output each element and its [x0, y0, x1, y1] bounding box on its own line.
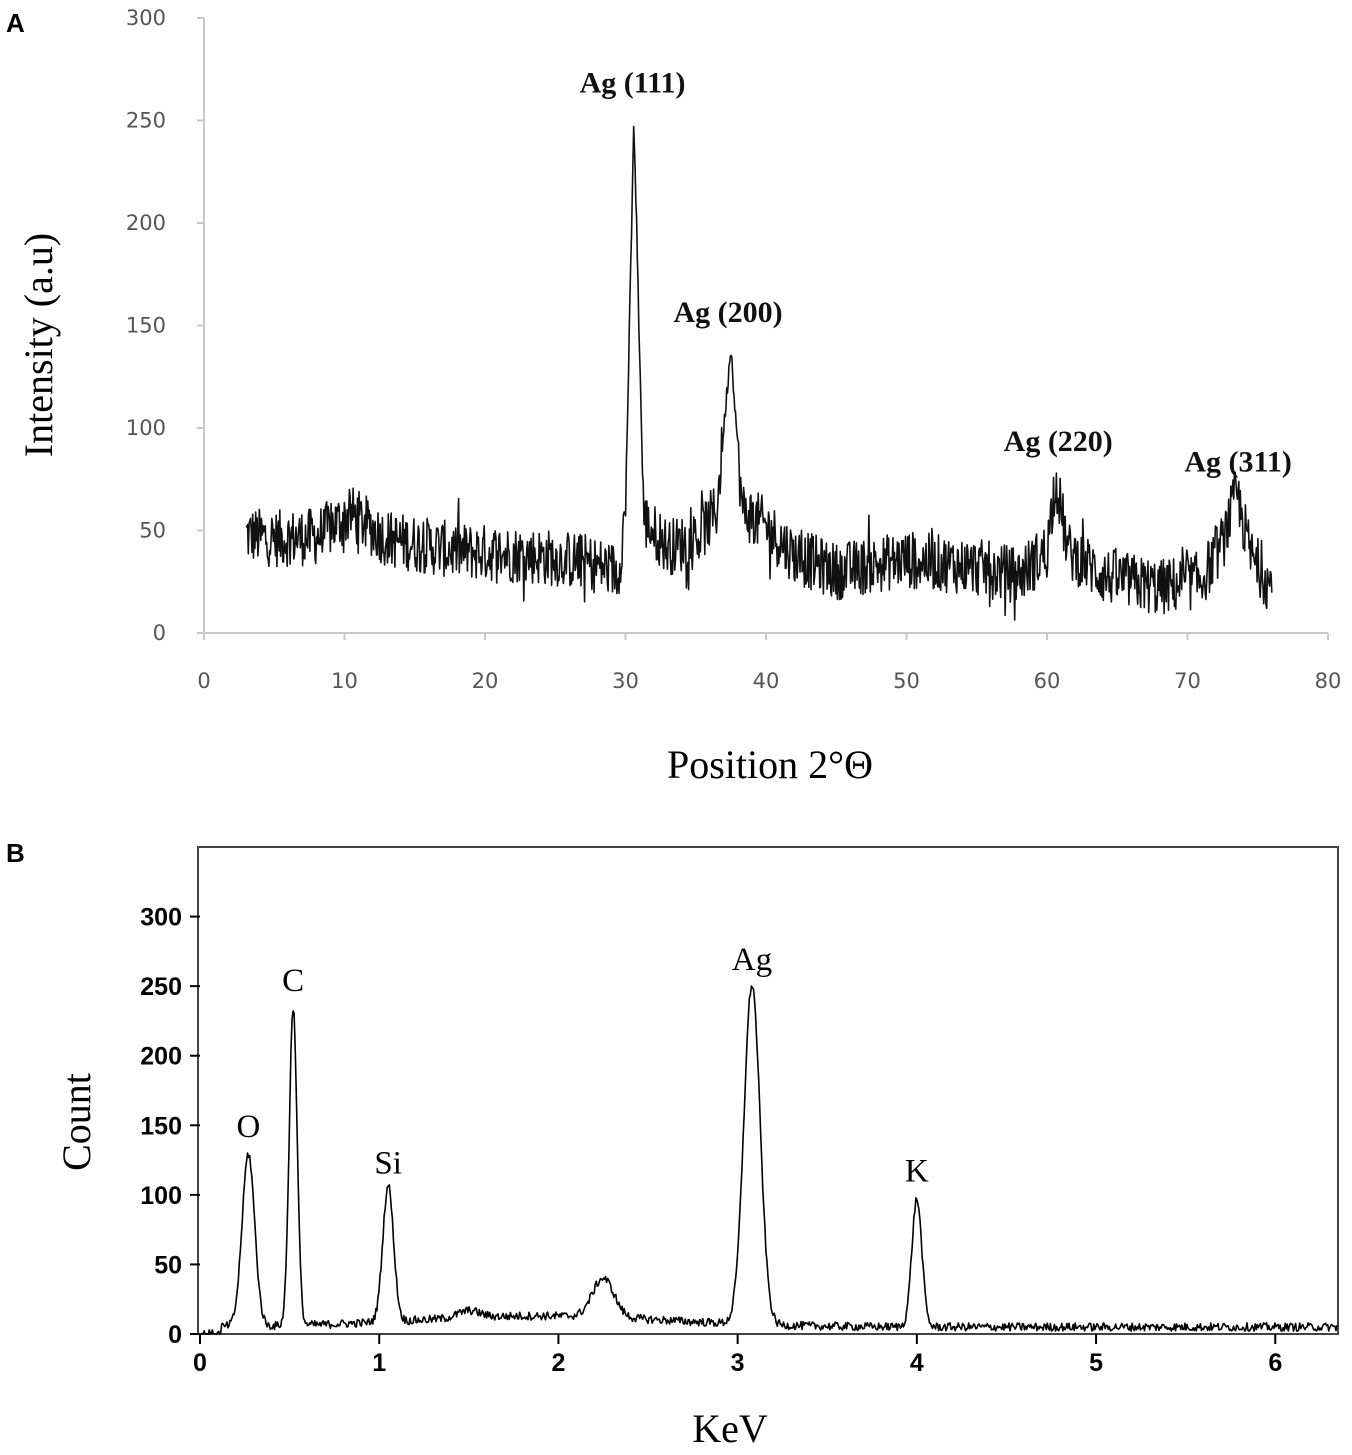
x-tick-label: 4 [910, 1349, 924, 1377]
x-axis-label: Position 2°Θ [667, 742, 873, 787]
x-tick-label: 30 [612, 669, 639, 693]
xrd-chart: 0 10 20 30 40 50 60 70 80 0 50 100 150 200 250 300 Ag (… [16, 6, 1341, 787]
peak-label: Ag (311) [1184, 446, 1292, 479]
x-tick-label: 0 [193, 1349, 207, 1377]
y-tick-label: 250 [126, 109, 166, 133]
plot-frame [197, 846, 1339, 1335]
peak-label: Ag [732, 942, 772, 978]
panel-a-letter: A [6, 8, 25, 38]
y-tick-label: 0 [168, 1321, 182, 1349]
peak-label: Ag (220) [1004, 425, 1113, 458]
x-tick-label: 20 [472, 669, 499, 693]
x-tick-label: 1 [372, 1349, 386, 1377]
y-tick-label: 150 [126, 314, 166, 338]
y-tick-label: 50 [139, 519, 166, 543]
peak-label: K [905, 1154, 929, 1190]
y-tick-label: 300 [126, 6, 166, 30]
peak-label: Si [374, 1145, 402, 1181]
peak-label: Ag (200) [673, 296, 782, 329]
x-axis-label: KeV [692, 1406, 768, 1451]
x-tick-label: 70 [1174, 669, 1201, 693]
y-tick-label: 50 [154, 1251, 182, 1279]
peak-label: O [236, 1109, 260, 1145]
x-tick-label: 6 [1268, 1349, 1282, 1377]
y-axis-label: Intensity (a.u) [16, 233, 61, 457]
peak-label: Ag (111) [580, 66, 686, 99]
x-tick-label: 5 [1089, 1349, 1103, 1377]
y-tick-label: 0 [153, 621, 166, 645]
y-tick-label: 250 [140, 973, 182, 1001]
x-tick-label: 3 [731, 1349, 745, 1377]
panel-b-letter: B [6, 838, 25, 868]
eds-chart: 0 1 2 3 4 5 6 0 50 100 150 200 250 300 O C Si Ag K KeV Co… [54, 846, 1339, 1451]
x-tick-label: 2 [551, 1349, 565, 1377]
y-tick-label: 200 [126, 211, 166, 235]
y-axis-label: Count [54, 1073, 99, 1171]
x-tick-label: 0 [197, 669, 210, 693]
x-tick-label: 60 [1034, 669, 1061, 693]
y-tick-label: 100 [140, 1182, 182, 1210]
y-tick-label: 150 [140, 1112, 182, 1140]
x-tick-label: 40 [753, 669, 780, 693]
eds-trace [199, 985, 1339, 1335]
y-tick-label: 300 [140, 904, 182, 932]
y-tick-label: 100 [126, 416, 166, 440]
x-tick-label: 80 [1315, 669, 1342, 693]
xrd-trace [245, 125, 1273, 621]
x-tick-label: 10 [331, 669, 358, 693]
peak-label: C [282, 963, 304, 999]
x-tick-label: 50 [893, 669, 920, 693]
y-tick-label: 200 [140, 1043, 182, 1071]
